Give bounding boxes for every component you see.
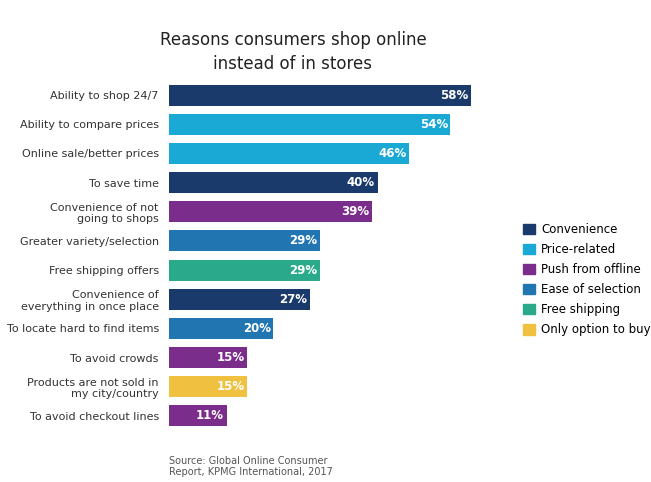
Bar bbox=[169, 405, 227, 427]
Bar bbox=[169, 84, 471, 106]
Text: 54%: 54% bbox=[420, 118, 448, 131]
Text: 29%: 29% bbox=[290, 264, 318, 277]
Text: Reasons consumers shop online
instead of in stores: Reasons consumers shop online instead of… bbox=[159, 31, 426, 73]
Text: 15%: 15% bbox=[217, 351, 245, 364]
Text: 29%: 29% bbox=[290, 234, 318, 247]
Bar bbox=[169, 230, 320, 252]
Bar bbox=[169, 201, 372, 222]
Text: 27%: 27% bbox=[279, 293, 307, 306]
Text: 46%: 46% bbox=[378, 147, 406, 160]
Bar bbox=[169, 376, 247, 397]
Text: 11%: 11% bbox=[196, 409, 224, 422]
Bar bbox=[169, 318, 273, 339]
Text: 39%: 39% bbox=[342, 205, 370, 218]
Bar bbox=[169, 172, 378, 193]
Bar bbox=[169, 347, 247, 368]
Legend: Convenience, Price-related, Push from offline, Ease of selection, Free shipping,: Convenience, Price-related, Push from of… bbox=[523, 223, 651, 336]
Text: 20%: 20% bbox=[243, 322, 271, 335]
Bar bbox=[169, 289, 310, 310]
Text: 15%: 15% bbox=[217, 380, 245, 393]
Bar bbox=[169, 114, 450, 135]
Text: Source: Global Online Consumer
Report, KPMG International, 2017: Source: Global Online Consumer Report, K… bbox=[169, 455, 333, 477]
Bar bbox=[169, 259, 320, 281]
Text: 40%: 40% bbox=[347, 176, 375, 189]
Text: 58%: 58% bbox=[441, 89, 469, 102]
Bar bbox=[169, 143, 409, 164]
